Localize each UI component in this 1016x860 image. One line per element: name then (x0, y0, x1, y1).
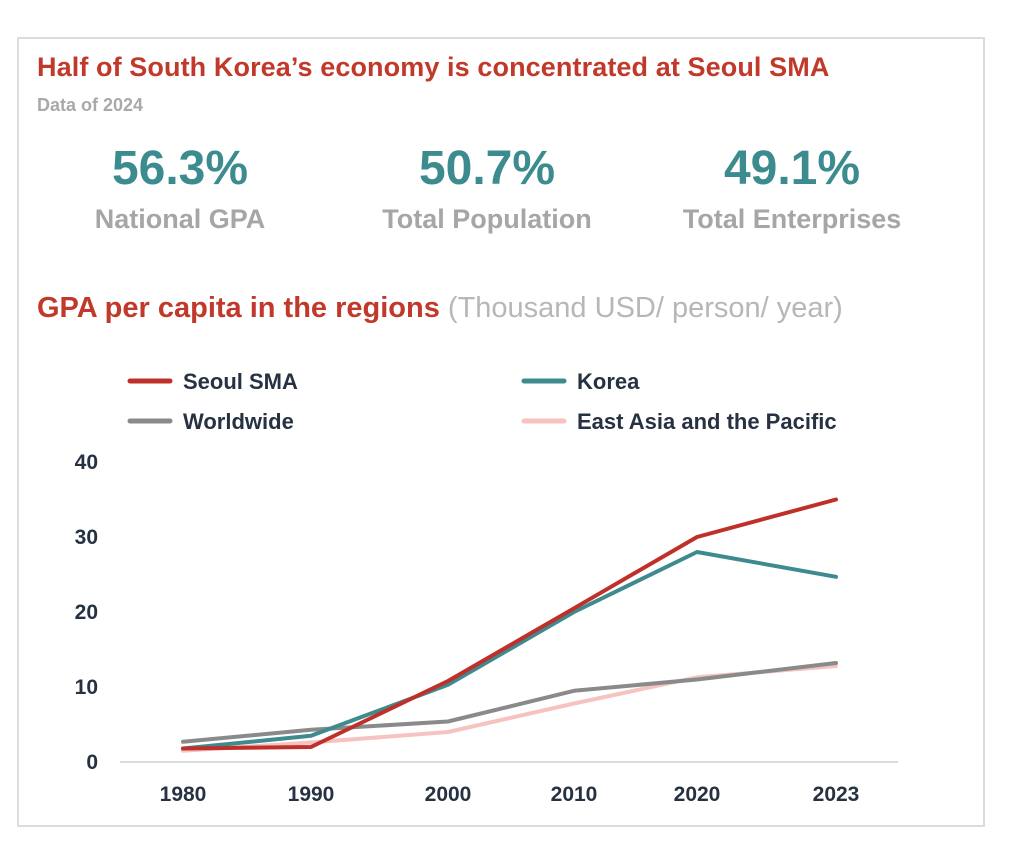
y-tick-label: 40 (75, 451, 98, 474)
legend-label: Worldwide (183, 409, 294, 434)
x-tick-label: 2000 (425, 783, 472, 806)
card-frame (17, 37, 985, 827)
stat-label: Total Population (382, 203, 592, 234)
x-tick-label: 2020 (674, 783, 721, 806)
series-line (181, 497, 838, 751)
y-tick-label: 30 (75, 526, 98, 549)
stat-value: 50.7% (418, 142, 556, 195)
chart-heading: GPA per capita in the regions (Thousand … (37, 292, 843, 325)
page-title: Half of South Korea’s economy is concent… (37, 52, 830, 82)
x-tick-label: 1990 (288, 783, 335, 806)
legend-label: Seoul SMA (183, 369, 298, 394)
legend-label: East Asia and the Pacific (577, 409, 837, 434)
page-subtitle: Data of 2024 (37, 95, 144, 115)
y-tick-label: 0 (86, 751, 98, 774)
y-tick-label: 20 (75, 601, 98, 624)
stat-label: National GPA (94, 203, 266, 234)
chart-unit: (Thousand USD/ person/ year) (447, 292, 843, 324)
stat-value: 49.1% (723, 142, 861, 195)
stat-value: 56.3% (111, 142, 249, 195)
x-tick-label: 2010 (551, 783, 598, 806)
stat-total-population: 50.7% Total Population (327, 140, 647, 235)
x-tick-label: 1980 (160, 783, 207, 806)
series-line (181, 661, 838, 744)
stat-label: Total Enterprises (682, 203, 902, 234)
stat-national-gpa: 56.3% National GPA (20, 140, 340, 235)
x-tick-label: 2023 (813, 783, 860, 806)
legend-label: Korea (577, 369, 640, 394)
chart-title: GPA per capita in the regions (37, 292, 440, 324)
series-line (181, 550, 838, 751)
y-tick-label: 10 (75, 676, 98, 699)
stat-total-enterprises: 49.1% Total Enterprises (632, 140, 952, 235)
